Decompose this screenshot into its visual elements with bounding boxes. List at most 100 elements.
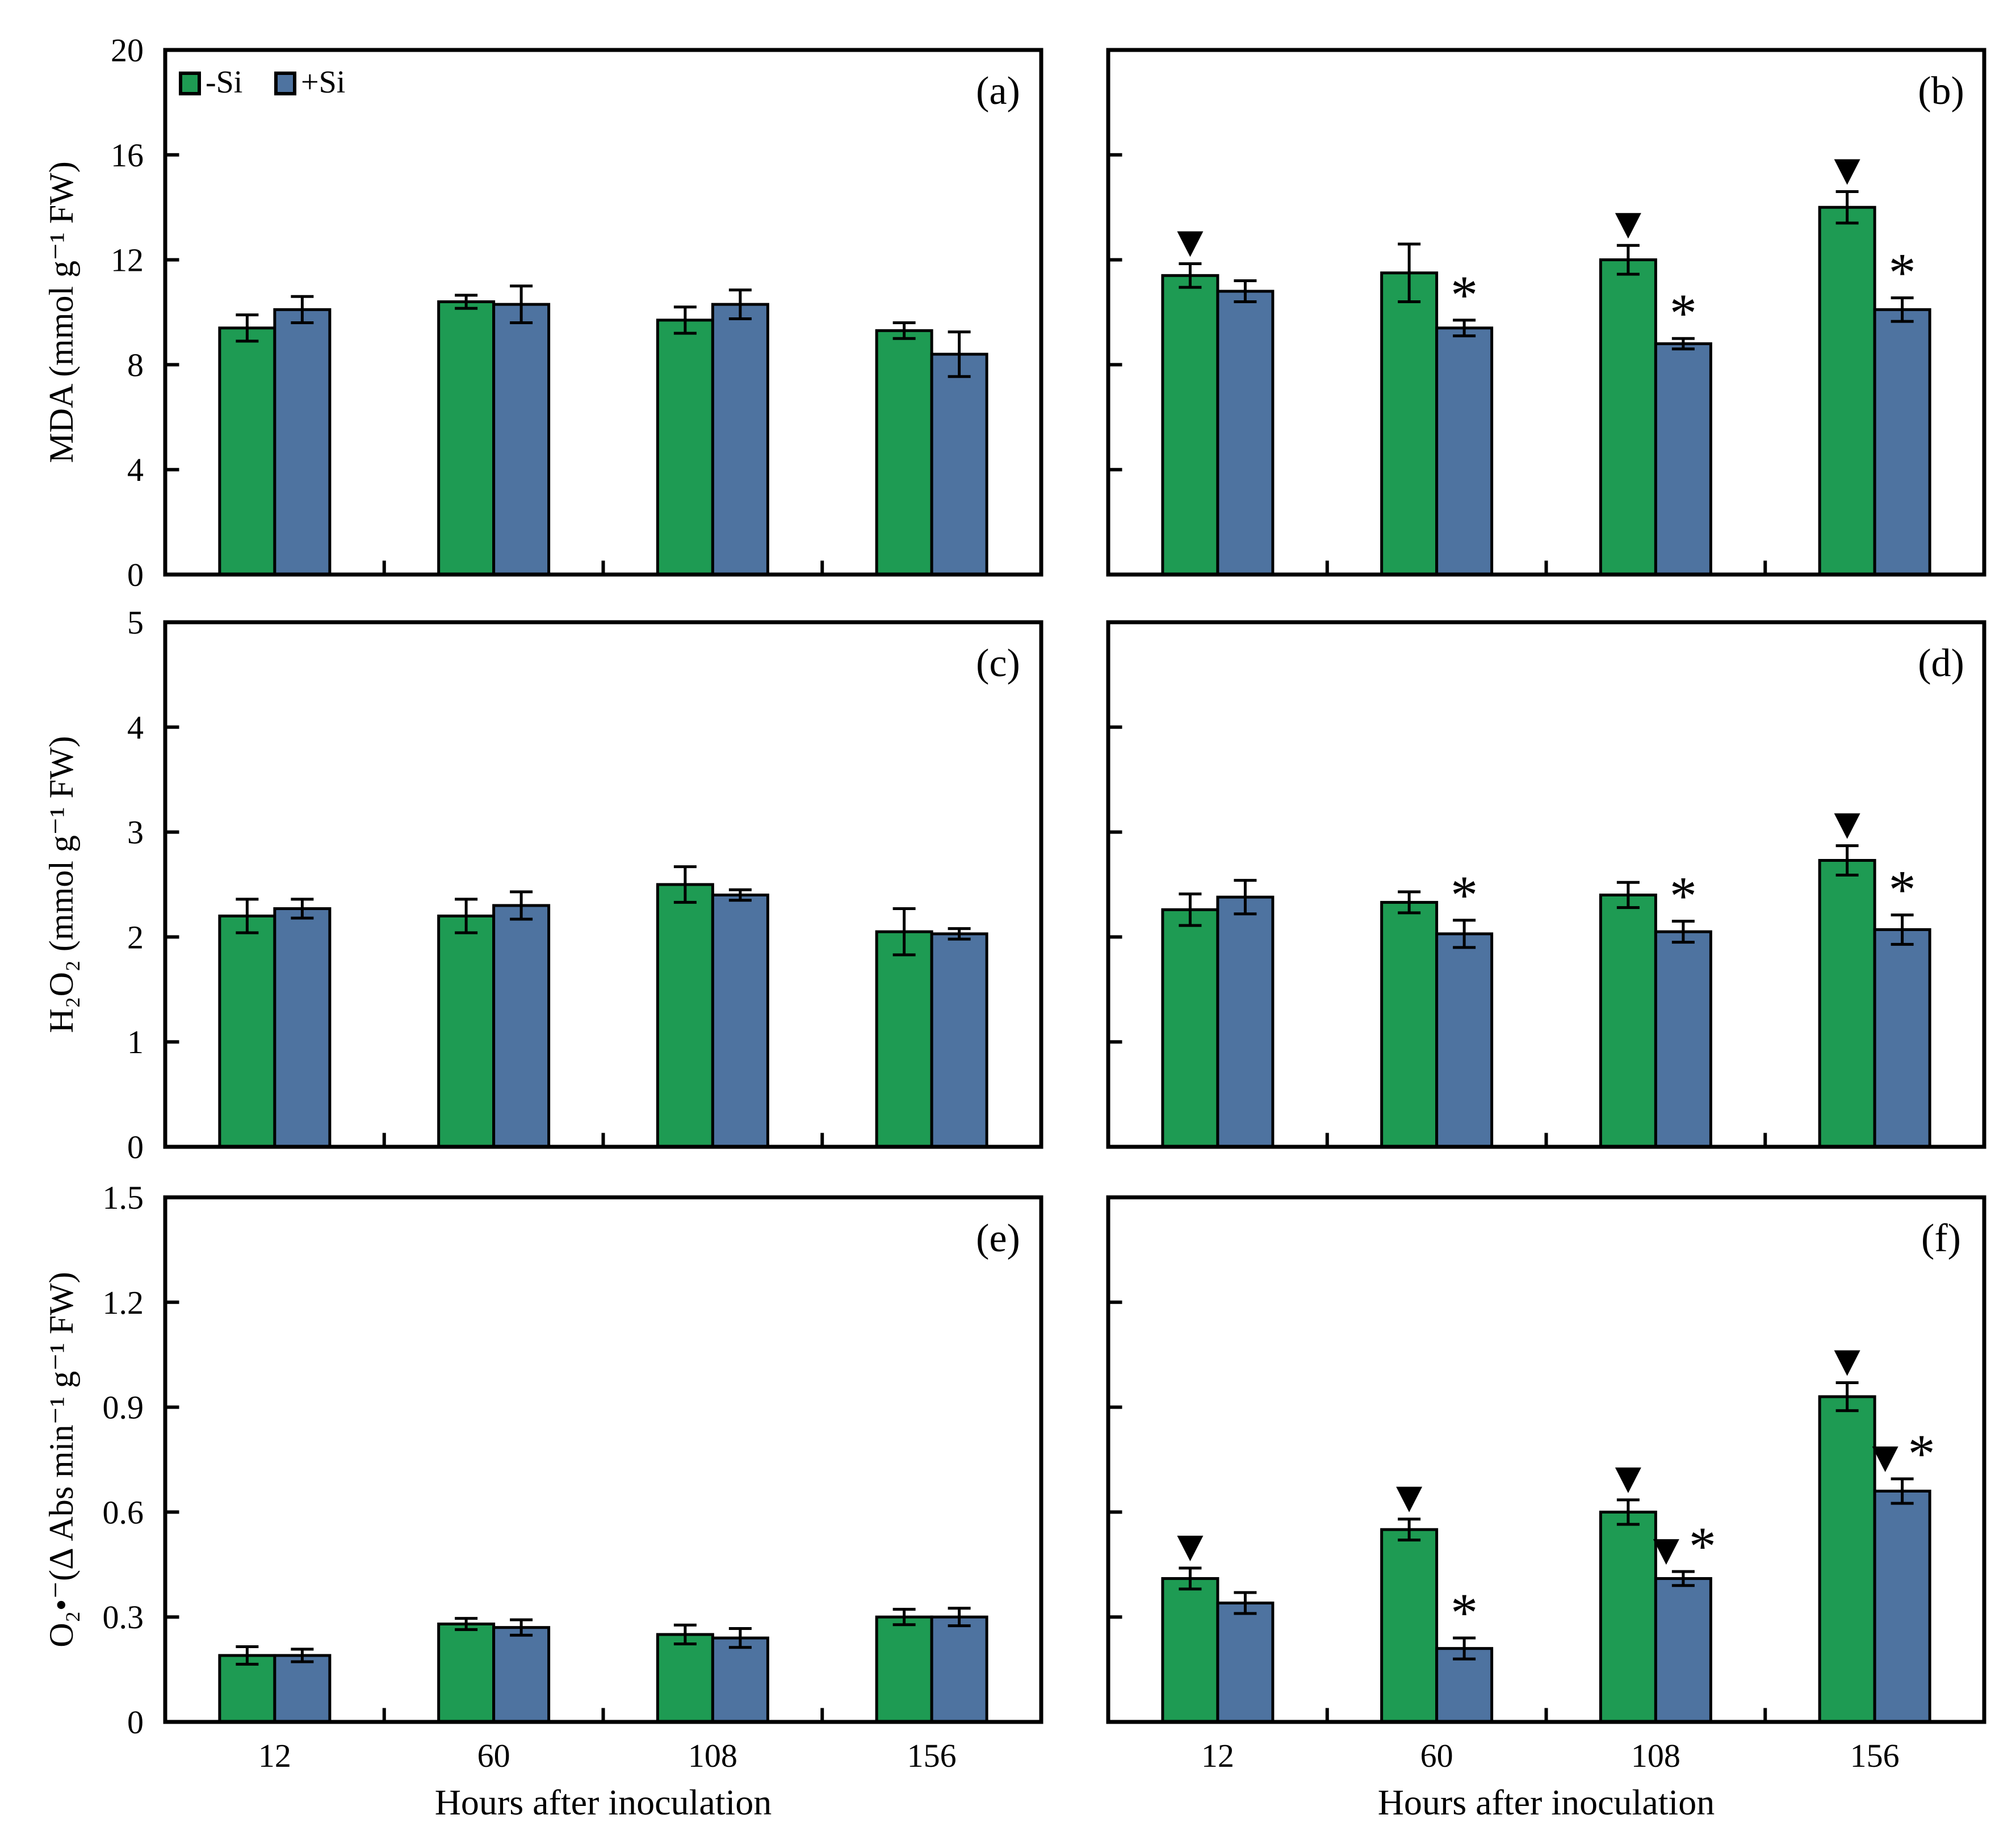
bar-e-minusSi-12h <box>218 1654 276 1724</box>
error-bar <box>728 288 752 321</box>
bar-e-minusSi-156h <box>875 1615 933 1724</box>
legend-label: -Si <box>206 65 242 100</box>
error-bar <box>673 305 697 335</box>
significance-asterisk: * <box>1451 265 1478 325</box>
error-bar <box>1234 879 1257 916</box>
error-bar <box>1835 844 1859 877</box>
axis-frame-a <box>163 48 1043 577</box>
bar-c-plusSi-60h <box>492 904 551 1149</box>
panel-c: 0 1 2 3 4 5 H₂O₂ (mmol g⁻¹ FW) (c) <box>43 604 1043 1166</box>
bar-d-minusSi-156h <box>1818 858 1876 1149</box>
x-axis-title: Hours after inoculation <box>435 1782 772 1822</box>
error-bar <box>455 898 478 934</box>
error-bar <box>1179 892 1202 927</box>
bar-d-minusSi-60h <box>1380 900 1439 1149</box>
bar-a-plusSi-108h <box>711 303 769 576</box>
y-axis-title: H₂O₂ (mmol g⁻¹ FW) <box>43 736 80 1033</box>
y-tick-label: 3 <box>127 814 144 851</box>
axis-frame-e <box>163 1195 1043 1724</box>
bar-f-minusSi-60h <box>1380 1528 1439 1724</box>
y-tick-label: 0 <box>127 556 144 593</box>
y-axis-title: MDA (mmol g⁻¹ FW) <box>43 161 80 463</box>
x-axis-title: Hours after inoculation <box>1378 1782 1715 1822</box>
significance-asterisk: * <box>1451 1582 1478 1643</box>
error-bar <box>455 294 478 310</box>
panel-label: (c) <box>976 642 1020 685</box>
y-tick-label: 0.9 <box>103 1389 144 1426</box>
error-bar <box>948 927 971 941</box>
panel-label: (e) <box>976 1217 1020 1260</box>
y-tick-label: 0.3 <box>103 1599 144 1636</box>
error-bar <box>291 295 314 324</box>
bar-e-plusSi-12h <box>273 1654 332 1724</box>
bar-e-plusSi-108h <box>711 1636 769 1724</box>
significance-triangle-icon <box>1396 1486 1423 1512</box>
y-axis-title: O₂•⁻(Δ Abs min⁻¹ g⁻¹ FW) <box>43 1272 80 1648</box>
significance-triangle-icon <box>1834 159 1860 185</box>
error-bar <box>673 865 697 904</box>
error-bar <box>1453 1636 1476 1661</box>
panel-label: (d) <box>1918 642 1964 685</box>
bar-e-plusSi-60h <box>492 1626 551 1724</box>
y-tick-label: 0.6 <box>103 1494 144 1531</box>
bar-c-plusSi-108h <box>711 893 769 1149</box>
bar-f-plusSi-156h <box>1873 1489 1931 1724</box>
error-bar <box>1234 279 1257 304</box>
bar-c-plusSi-12h <box>273 907 332 1149</box>
error-bar <box>728 888 752 902</box>
error-bar <box>673 1623 697 1646</box>
significance-asterisk: * <box>1889 860 1916 920</box>
bar-b-plusSi-108h <box>1654 342 1712 576</box>
bar-b-plusSi-60h <box>1435 326 1494 576</box>
significance-asterisk: * <box>1689 1516 1716 1577</box>
error-bar <box>1616 1498 1640 1526</box>
y-tick-label: 20 <box>111 32 144 69</box>
error-bar <box>236 1645 259 1666</box>
legend-label: +Si <box>301 65 345 100</box>
panel-a: 0 4 8 12 16 20 MDA (mmol g⁻¹ FW) (a) -Si +Si <box>43 32 1043 593</box>
panel-b: * * * (b) <box>1106 48 1986 577</box>
bar-b-minusSi-60h <box>1380 271 1439 576</box>
significance-asterisk: * <box>1908 1423 1935 1484</box>
y-tick-label: 0 <box>127 1704 144 1741</box>
bar-f-plusSi-12h <box>1216 1602 1275 1724</box>
significance-triangle-icon <box>1834 813 1860 839</box>
bar-c-plusSi-156h <box>930 932 988 1149</box>
error-bar <box>291 898 314 920</box>
bar-d-plusSi-12h <box>1216 895 1275 1149</box>
bar-f-plusSi-108h <box>1654 1577 1712 1724</box>
bar-d-plusSi-108h <box>1654 930 1712 1149</box>
axis-frame-c <box>163 620 1043 1149</box>
error-bar <box>1398 1518 1421 1542</box>
error-bar <box>892 907 916 957</box>
bar-a-minusSi-12h <box>218 326 276 576</box>
significance-triangle-icon <box>1653 1539 1679 1565</box>
error-bar <box>236 898 259 934</box>
y-tick-label: 4 <box>127 709 144 746</box>
error-bar <box>892 321 916 340</box>
error-bar <box>1398 242 1421 304</box>
bar-e-minusSi-60h <box>437 1623 496 1724</box>
error-bar <box>1671 1570 1695 1587</box>
significance-triangle-icon <box>1872 1446 1898 1472</box>
error-bar <box>1671 920 1695 944</box>
panel-d: * * * (d) <box>1106 620 1986 1149</box>
bar-e-minusSi-108h <box>656 1633 714 1724</box>
error-bar <box>1671 337 1695 351</box>
bar-a-plusSi-60h <box>492 303 551 576</box>
y-tick-label: 1.2 <box>103 1284 144 1321</box>
bar-a-plusSi-156h <box>930 353 988 576</box>
axis-frame-f <box>1106 1195 1986 1724</box>
panel-e: 0 0.3 0.6 0.9 1.2 1.5 12 60 108 156 Hours after in… <box>43 1179 1043 1822</box>
error-bar <box>510 1618 533 1637</box>
bar-c-minusSi-108h <box>656 883 714 1149</box>
bar-c-minusSi-12h <box>218 914 276 1149</box>
bar-d-minusSi-108h <box>1599 893 1657 1149</box>
bar-f-minusSi-108h <box>1599 1510 1657 1724</box>
bar-d-plusSi-156h <box>1873 928 1931 1149</box>
error-bar <box>236 313 259 343</box>
x-tick-label: 108 <box>688 1737 737 1774</box>
significance-triangle-icon <box>1615 213 1641 239</box>
significance-asterisk: * <box>1889 242 1916 303</box>
